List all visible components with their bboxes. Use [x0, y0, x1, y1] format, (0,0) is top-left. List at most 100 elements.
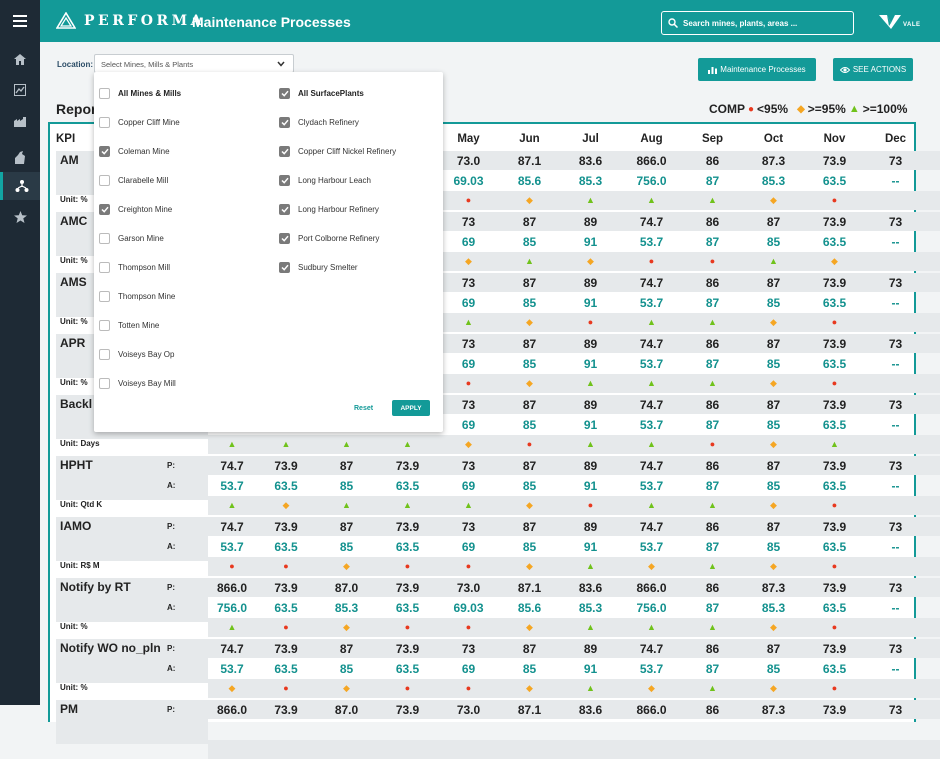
checkbox-checked[interactable] — [279, 175, 290, 186]
checkbox-unchecked[interactable] — [99, 378, 110, 389]
actual-value: 69 — [461, 357, 476, 371]
actual-value: 85.3 — [578, 601, 603, 615]
actual-value: 756.0 — [636, 174, 667, 188]
checkbox-unchecked[interactable] — [99, 349, 110, 360]
location-option[interactable]: Coleman Mine — [99, 146, 170, 157]
checkbox-unchecked[interactable] — [99, 320, 110, 331]
kpi-name[interactable]: PM — [60, 702, 78, 716]
green-triangle-icon: ▲ — [281, 439, 291, 449]
location-option[interactable]: Sudbury Smelter — [279, 262, 358, 273]
location-option[interactable]: Creighton Mine — [99, 204, 172, 215]
checkbox-checked[interactable] — [279, 233, 290, 244]
location-option[interactable]: Garson Mine — [99, 233, 164, 244]
actual-value: 53.7 — [220, 662, 244, 676]
apply-button[interactable]: APPLY — [392, 400, 430, 416]
actual-value: 69.03 — [453, 174, 484, 188]
location-option[interactable]: Port Colborne Refinery — [279, 233, 379, 244]
kpi-name[interactable]: HPHT — [60, 458, 93, 472]
tool-icon[interactable] — [0, 143, 40, 171]
plan-value: 74.7 — [639, 642, 664, 656]
location-option[interactable]: Copper Cliff Mine — [99, 117, 180, 128]
performa-logo[interactable]: PERFORMA — [56, 12, 205, 29]
kpi-name[interactable]: Notify by RT — [60, 580, 131, 594]
checkbox-unchecked[interactable] — [99, 233, 110, 244]
checkbox-unchecked[interactable] — [99, 117, 110, 128]
status-band — [208, 740, 940, 759]
maintenance-processes-button[interactable]: Maintenance Processes — [698, 58, 816, 81]
location-option[interactable]: Thompson Mill — [99, 262, 170, 273]
actual-value: 85.3 — [761, 601, 786, 615]
kpi-name[interactable]: Notify WO no_pln — [60, 641, 161, 655]
plan-value: 74.7 — [639, 520, 664, 534]
green-triangle-icon: ▲ — [586, 195, 595, 205]
actual-value: -- — [891, 296, 900, 310]
month-header: Oct — [763, 133, 784, 145]
kpi-name[interactable]: APR — [60, 336, 86, 350]
kpi-unit: Unit: % — [60, 378, 88, 387]
reset-button[interactable]: Reset — [354, 405, 374, 412]
location-option-label: Coleman Mine — [118, 147, 170, 156]
chart-icon[interactable] — [0, 76, 40, 104]
location-option[interactable]: Voiseys Bay Mill — [99, 378, 176, 389]
home-icon[interactable] — [0, 45, 40, 73]
plan-value: 89 — [583, 642, 598, 656]
plan-value: 86 — [705, 703, 720, 717]
chevron-down-icon — [277, 61, 285, 67]
checkbox-checked[interactable] — [279, 146, 290, 157]
actual-value: 85 — [339, 479, 354, 493]
checkbox-checked[interactable] — [279, 204, 290, 215]
plan-value: 87 — [766, 398, 781, 412]
location-option[interactable]: Voiseys Bay Op — [99, 349, 174, 360]
location-select[interactable]: Select Mines, Mills & Plants — [94, 54, 294, 73]
checkbox-checked[interactable] — [279, 117, 290, 128]
checkbox-checked[interactable] — [279, 262, 290, 273]
kpi-name[interactable]: AMC — [60, 214, 88, 228]
orange-diamond-icon: ◆ — [343, 683, 350, 693]
checkbox-checked[interactable] — [99, 204, 110, 215]
checkbox-unchecked[interactable] — [99, 88, 110, 99]
location-option[interactable]: All Mines & Mills — [99, 88, 181, 99]
location-option[interactable]: Thompson Mine — [99, 291, 175, 302]
bar-chart-icon — [708, 66, 718, 74]
checkbox-unchecked[interactable] — [99, 291, 110, 302]
legend-red: <95% — [757, 102, 789, 116]
actual-value: 85.3 — [334, 601, 359, 615]
plan-value: 86 — [705, 154, 720, 168]
location-option[interactable]: All SurfacePlants — [279, 88, 364, 99]
checkbox-checked[interactable] — [279, 88, 290, 99]
plan-value: 73.9 — [822, 215, 847, 229]
search-box[interactable] — [661, 11, 854, 35]
orange-diamond-icon: ◆ — [526, 195, 533, 205]
see-actions-button[interactable]: SEE ACTIONS — [833, 58, 913, 81]
plan-value: 73 — [888, 337, 903, 351]
plan-value: 83.6 — [578, 581, 603, 595]
plan-value: 866.0 — [636, 154, 667, 168]
month-header: Sep — [701, 133, 724, 145]
menu-icon[interactable] — [0, 0, 40, 42]
location-option[interactable]: Copper Cliff Nickel Refinery — [279, 146, 396, 157]
search-input[interactable] — [683, 18, 843, 28]
kpi-name[interactable]: AMS — [60, 275, 87, 289]
factory-icon[interactable] — [0, 107, 40, 135]
kpi-name[interactable]: Backl — [60, 397, 93, 411]
process-icon[interactable] — [0, 172, 40, 200]
star-icon[interactable] — [0, 203, 40, 231]
actual-value: 87 — [705, 418, 720, 432]
actual-value: 91 — [583, 357, 598, 371]
checkbox-checked[interactable] — [99, 146, 110, 157]
location-option[interactable]: Clydach Refinery — [279, 117, 359, 128]
location-option[interactable]: Totten Mine — [99, 320, 159, 331]
location-option[interactable]: Clarabelle Mill — [99, 175, 168, 186]
red-circle-icon: ● — [831, 683, 838, 693]
kpi-name[interactable]: AM — [60, 153, 79, 167]
red-circle-icon: ● — [465, 683, 472, 693]
kpi-name[interactable]: IAMO — [60, 519, 92, 533]
checkbox-unchecked[interactable] — [99, 175, 110, 186]
plan-value: 87.1 — [517, 703, 542, 717]
see-actions-label: SEE ACTIONS — [852, 65, 907, 74]
checkbox-unchecked[interactable] — [99, 262, 110, 273]
plan-value: 73 — [461, 642, 476, 656]
location-option[interactable]: Long Harbour Leach — [279, 175, 371, 186]
location-option[interactable]: Long Harbour Refinery — [279, 204, 379, 215]
actual-value: 91 — [583, 662, 598, 676]
